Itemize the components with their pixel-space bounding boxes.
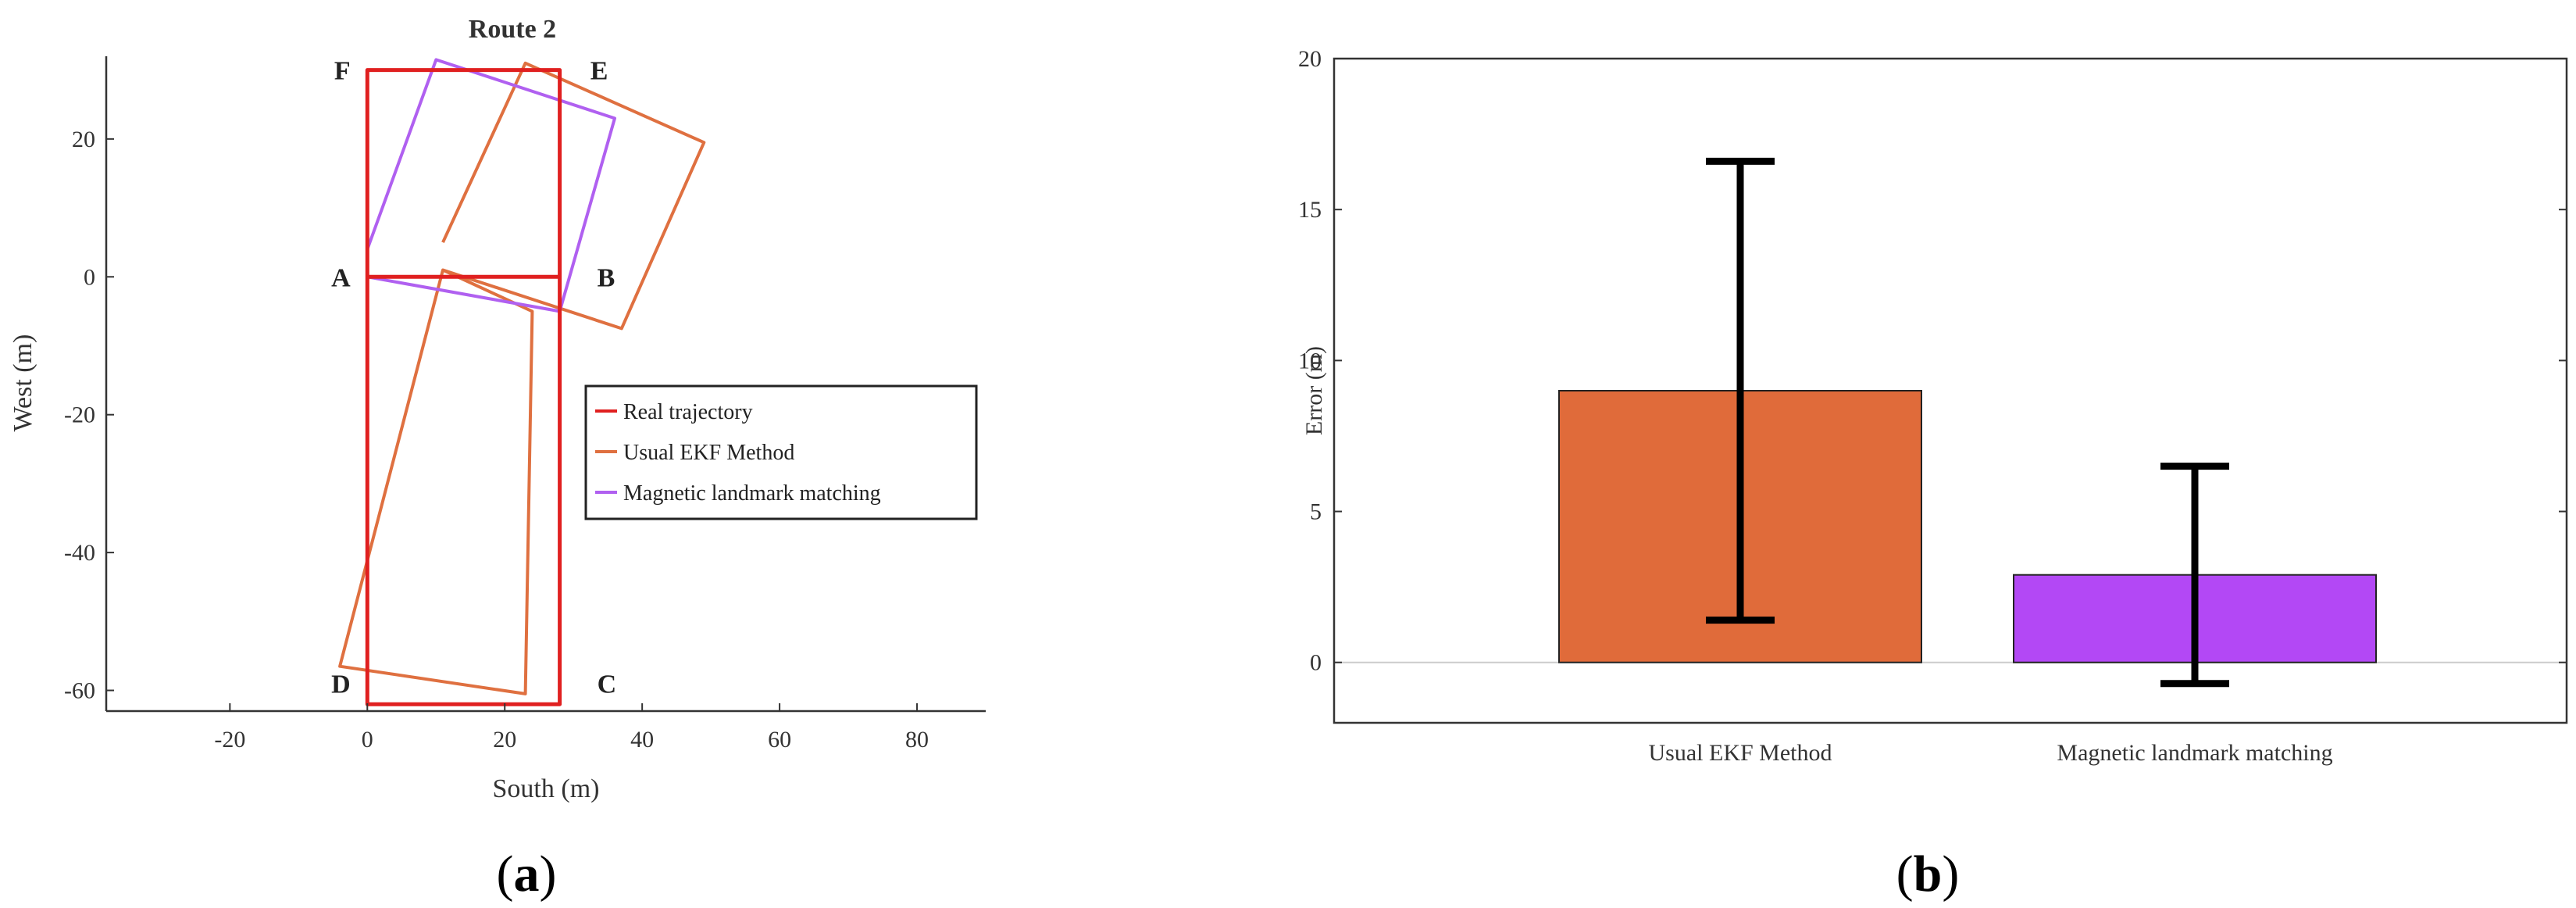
trajectory-plot-area: F E A B D C xyxy=(331,57,706,706)
point-label-E: E xyxy=(590,57,608,86)
y-axis-label: West (m) xyxy=(9,334,37,432)
x-tick-label: 40 xyxy=(630,727,654,752)
x-axis-label: South (m) xyxy=(493,774,600,803)
panel-b-letter: b xyxy=(1914,845,1943,903)
panel-a-letter: a xyxy=(514,845,540,903)
y-tick-label: -20 xyxy=(64,402,95,428)
panel-label-b: (b) xyxy=(1896,845,1960,903)
x-tick-label: 20 xyxy=(493,727,516,752)
x-tick-label: 0 xyxy=(362,727,373,752)
trajectory-axes: -20 0 20 40 60 80 -60 -40 -20 0 20 xyxy=(64,56,986,752)
chart-a-title: Route 2 xyxy=(469,15,556,44)
series-line-magnetic-landmark-matching xyxy=(366,58,616,706)
error-y-axis-label: Error (m) xyxy=(1301,346,1327,435)
y-tick-label: -40 xyxy=(64,540,95,566)
point-label-A: A xyxy=(331,263,351,292)
panel-label-a: (a) xyxy=(497,845,557,903)
x-category-label: Magnetic landmark matching xyxy=(2057,740,2332,766)
legend-label-ekf: Usual EKF Method xyxy=(623,441,794,465)
legend: Real trajectory Usual EKF Method Magneti… xyxy=(584,384,978,520)
series-line-usual-ekf-method xyxy=(338,61,706,695)
error-bar-chart: 0 5 10 15 20 Usual EKF Method Magnetic landmar… xyxy=(1298,46,2568,766)
point-label-F: F xyxy=(334,57,351,86)
trajectory-chart: Route 2 F EA BD C -20 0 20 40 60 80-60-40-20020 … xyxy=(9,15,986,803)
y-tick-label: 20 xyxy=(1298,46,1322,72)
legend-label-magnetic: Magnetic landmark matching xyxy=(623,481,881,506)
error-plot-area: 0 5 10 15 20 Usual EKF Method Magnetic landmar… xyxy=(1298,46,2567,766)
y-tick-label: 10 xyxy=(1298,348,1322,374)
x-tick-label: -20 xyxy=(214,727,245,752)
y-tick-label: 20 xyxy=(72,127,95,152)
legend-box xyxy=(584,384,978,520)
y-tick-label: 0 xyxy=(1310,650,1322,676)
point-label-C: C xyxy=(598,670,617,699)
point-label-D: D xyxy=(331,670,351,699)
x-tick-label: 80 xyxy=(905,727,929,752)
x-category-label: Usual EKF Method xyxy=(1649,740,1832,766)
y-tick-label: -60 xyxy=(64,678,95,704)
point-label-B: B xyxy=(598,263,615,292)
legend-label-real: Real trajectory xyxy=(623,400,753,424)
y-tick-label: 5 xyxy=(1310,499,1322,525)
error-plot-frame xyxy=(1333,57,2568,724)
x-tick-label: 60 xyxy=(768,727,791,752)
y-tick-label: 0 xyxy=(84,264,95,290)
y-tick-label: 15 xyxy=(1298,197,1322,223)
